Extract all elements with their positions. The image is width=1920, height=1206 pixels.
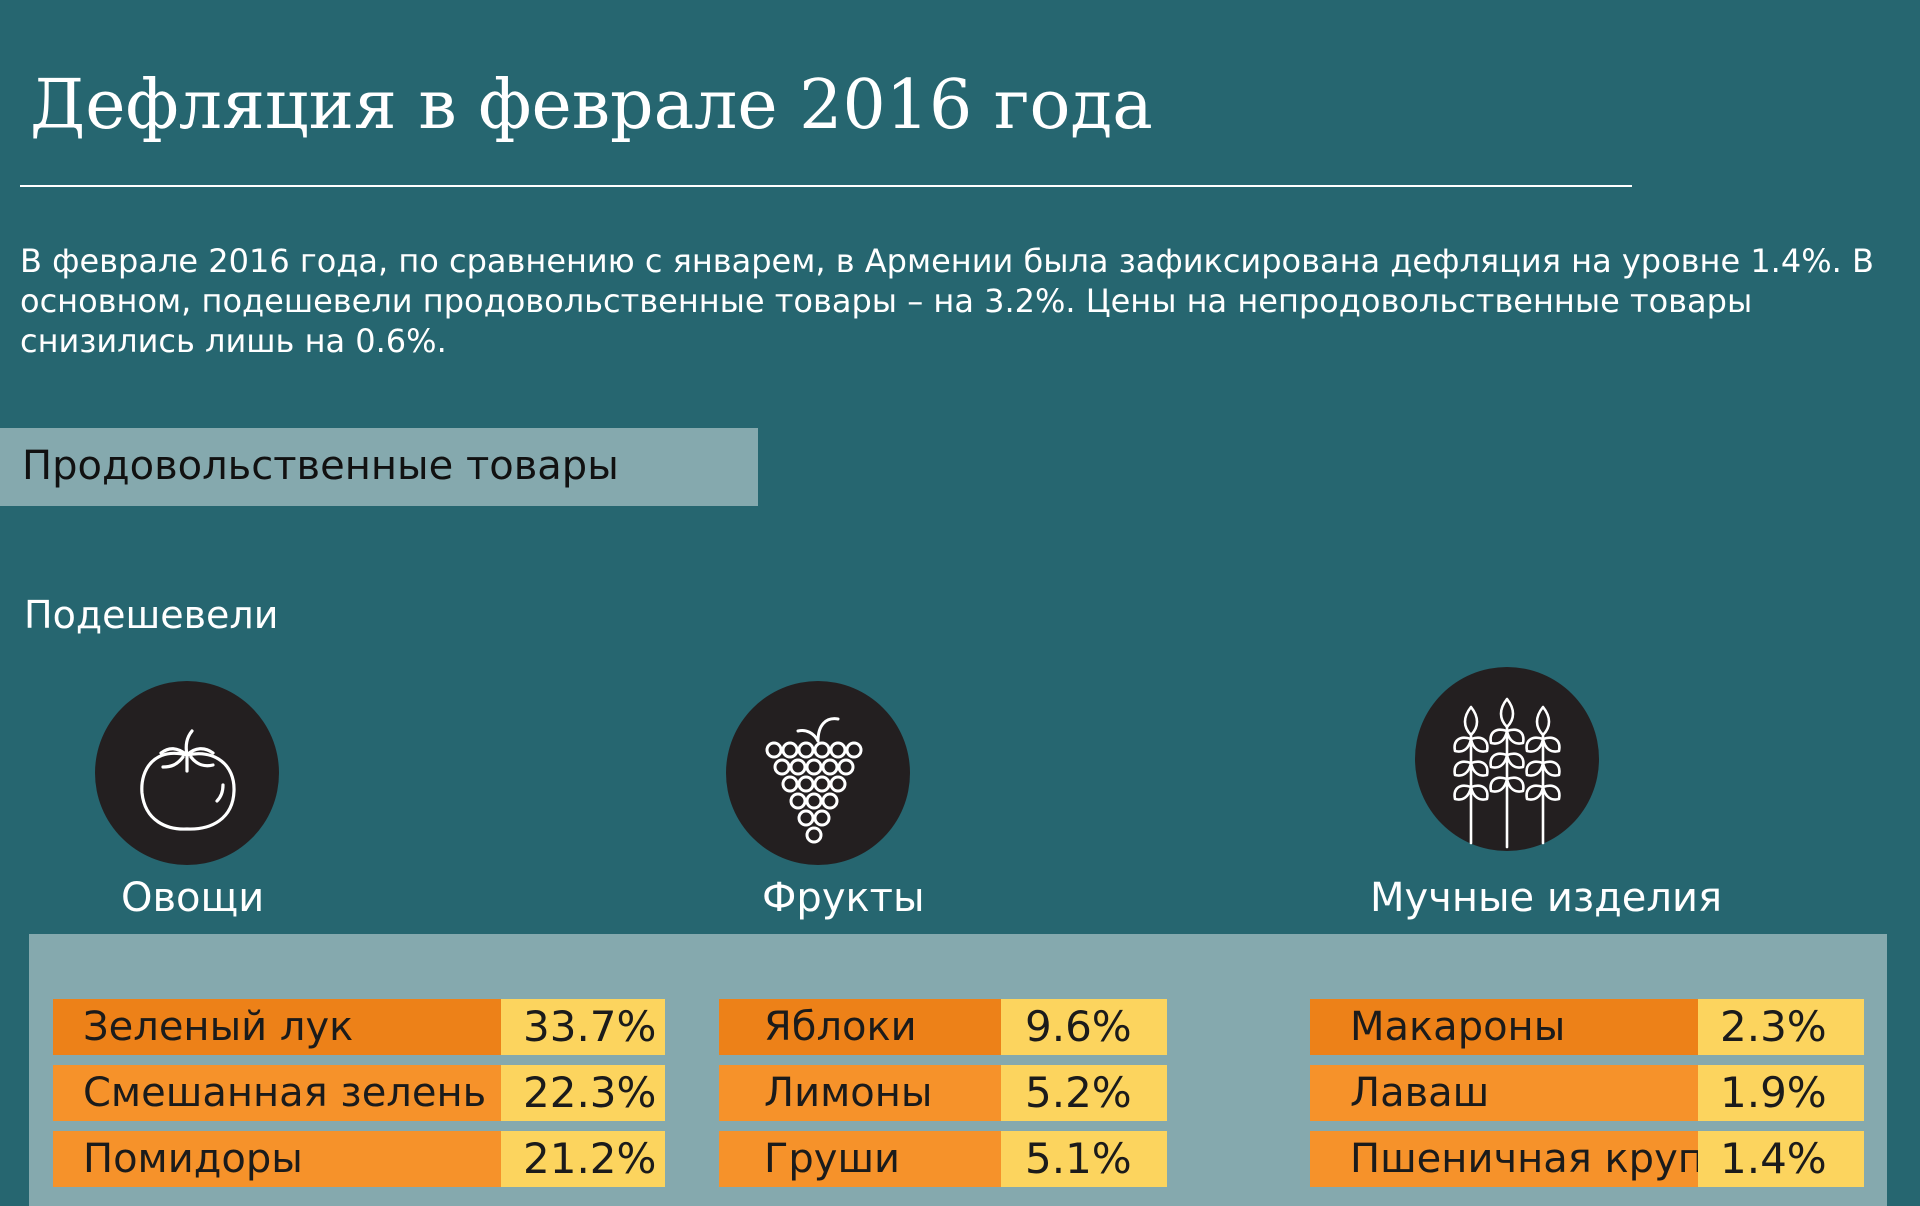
- grapes-icon: [726, 681, 910, 865]
- item-name: Макароны: [1310, 999, 1698, 1055]
- category-label-flour-products: Мучные изделия: [1370, 875, 1723, 921]
- item-value: 33.7%: [501, 999, 665, 1055]
- wheat-icon: [1415, 667, 1599, 851]
- item-name: Помидоры: [53, 1131, 501, 1187]
- subsection-title: Подешевели: [24, 593, 279, 637]
- item-name: Лимоны: [719, 1065, 1001, 1121]
- item-value: 1.9%: [1698, 1065, 1864, 1121]
- item-name: Пшеничная крупа: [1310, 1131, 1698, 1187]
- intro-text: В феврале 2016 года, по сравнению с янва…: [20, 242, 1874, 360]
- item-value: 5.2%: [1001, 1065, 1167, 1121]
- item-value: 9.6%: [1001, 999, 1167, 1055]
- tomato-icon: [95, 681, 279, 865]
- item-value: 2.3%: [1698, 999, 1864, 1055]
- item-value: 1.4%: [1698, 1131, 1864, 1187]
- page-title: Дефляция в феврале 2016 года: [30, 66, 1153, 145]
- category-label-vegetables: Овощи: [121, 875, 265, 921]
- title-divider: [20, 185, 1632, 187]
- section-title: Продовольственные товары: [22, 443, 619, 489]
- category-label-fruits: Фрукты: [762, 875, 925, 921]
- item-name: Смешанная зелень: [53, 1065, 501, 1121]
- item-value: 21.2%: [501, 1131, 665, 1187]
- item-name: Зеленый лук: [53, 999, 501, 1055]
- item-name: Яблоки: [719, 999, 1001, 1055]
- item-name: Лаваш: [1310, 1065, 1698, 1121]
- item-value: 22.3%: [501, 1065, 665, 1121]
- section-header: Продовольственные товары: [0, 428, 758, 506]
- item-name: Груши: [719, 1131, 1001, 1187]
- item-value: 5.1%: [1001, 1131, 1167, 1187]
